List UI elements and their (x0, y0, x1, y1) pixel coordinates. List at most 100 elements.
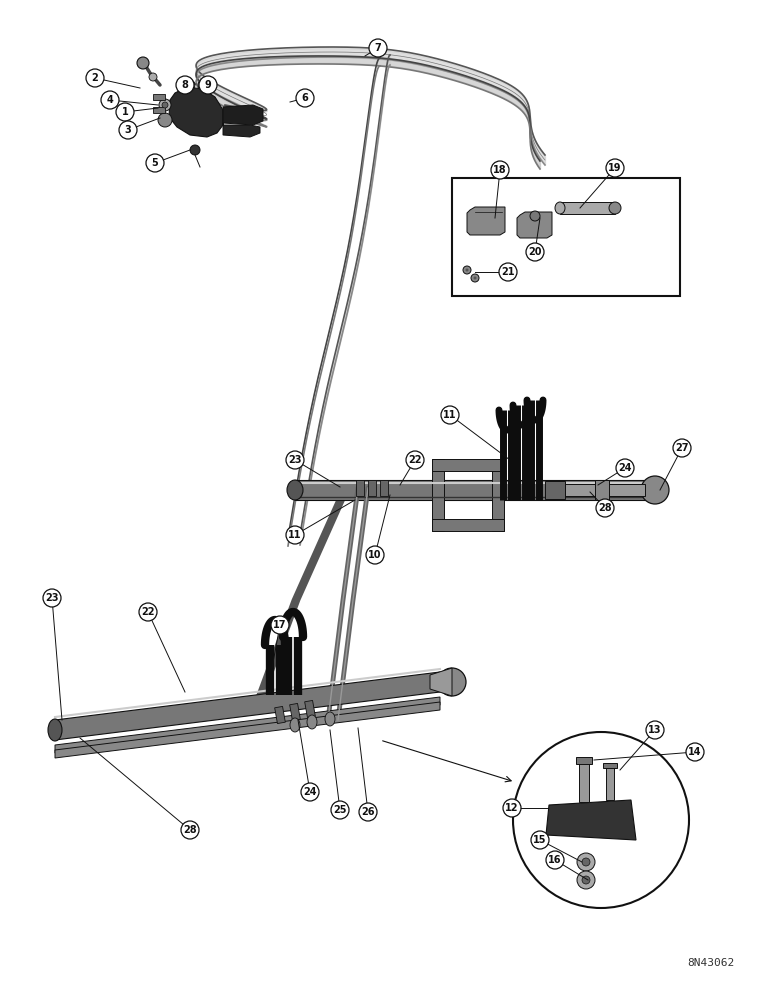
Circle shape (491, 161, 509, 179)
Bar (560, 202, 615, 214)
Ellipse shape (290, 718, 300, 732)
Text: 12: 12 (505, 803, 519, 813)
Bar (432, 459, 504, 471)
Bar (356, 480, 364, 496)
Text: 10: 10 (368, 550, 381, 560)
Circle shape (162, 102, 168, 108)
Text: 23: 23 (288, 455, 302, 465)
Text: 15: 15 (533, 835, 547, 845)
Circle shape (466, 268, 469, 271)
Text: 19: 19 (608, 163, 621, 173)
Text: 16: 16 (548, 855, 562, 865)
Text: 4: 4 (107, 95, 113, 105)
Bar (603, 763, 617, 768)
Text: 26: 26 (361, 807, 374, 817)
Bar (305, 700, 315, 718)
Bar (275, 706, 286, 724)
Circle shape (673, 439, 691, 457)
Text: 24: 24 (618, 463, 631, 473)
Circle shape (473, 276, 476, 279)
Polygon shape (467, 207, 505, 235)
Text: 24: 24 (303, 787, 317, 797)
Text: 21: 21 (501, 267, 515, 277)
Bar (565, 484, 645, 496)
Circle shape (499, 263, 517, 281)
Text: 9: 9 (205, 80, 212, 90)
Bar (432, 519, 504, 531)
Ellipse shape (555, 202, 565, 214)
Circle shape (149, 73, 157, 81)
Circle shape (577, 871, 595, 889)
Bar (153, 107, 165, 113)
Circle shape (596, 499, 614, 517)
Circle shape (441, 406, 459, 424)
Text: 22: 22 (408, 455, 422, 465)
Bar (492, 459, 504, 531)
Circle shape (190, 145, 200, 155)
Polygon shape (169, 87, 223, 137)
Circle shape (606, 159, 624, 177)
Circle shape (503, 799, 521, 817)
Circle shape (146, 154, 164, 172)
Circle shape (286, 526, 304, 544)
Text: 17: 17 (273, 620, 286, 630)
Bar (606, 765, 614, 800)
Polygon shape (546, 800, 636, 840)
Circle shape (463, 266, 471, 274)
Circle shape (616, 459, 634, 477)
Polygon shape (517, 212, 552, 238)
Bar (595, 480, 609, 500)
Circle shape (546, 851, 564, 869)
Circle shape (286, 451, 304, 469)
Polygon shape (430, 668, 452, 696)
Circle shape (641, 476, 669, 504)
Ellipse shape (287, 480, 303, 500)
Text: 20: 20 (528, 247, 542, 257)
Text: 11: 11 (288, 530, 302, 540)
Circle shape (366, 546, 384, 564)
Bar (380, 480, 388, 496)
Text: 14: 14 (689, 747, 702, 757)
Text: 3: 3 (124, 125, 131, 135)
Circle shape (331, 801, 349, 819)
Ellipse shape (325, 712, 335, 726)
Circle shape (101, 91, 119, 109)
Polygon shape (55, 697, 440, 753)
Bar (545, 481, 565, 499)
Polygon shape (223, 105, 263, 125)
Circle shape (526, 243, 544, 261)
Circle shape (686, 743, 704, 761)
Text: 28: 28 (183, 825, 197, 835)
Circle shape (158, 113, 172, 127)
Circle shape (582, 858, 590, 866)
Circle shape (438, 668, 466, 696)
Polygon shape (55, 672, 440, 740)
Polygon shape (223, 123, 260, 137)
Bar (452, 178, 680, 296)
Text: 1: 1 (122, 107, 128, 117)
Circle shape (471, 274, 479, 282)
Circle shape (406, 451, 424, 469)
Ellipse shape (307, 715, 317, 729)
Circle shape (159, 99, 171, 111)
Circle shape (301, 783, 319, 801)
Circle shape (530, 211, 540, 221)
Text: 18: 18 (493, 165, 506, 175)
Bar (295, 480, 645, 500)
Circle shape (296, 89, 314, 107)
Circle shape (198, 80, 208, 90)
Circle shape (199, 76, 217, 94)
Bar (368, 480, 376, 496)
Circle shape (176, 76, 194, 94)
Text: 25: 25 (334, 805, 347, 815)
Circle shape (185, 80, 195, 90)
Text: 23: 23 (46, 593, 59, 603)
Circle shape (513, 732, 689, 908)
Circle shape (43, 589, 61, 607)
Bar (579, 760, 589, 802)
Text: 22: 22 (141, 607, 154, 617)
Text: 11: 11 (443, 410, 457, 420)
Circle shape (646, 721, 664, 739)
Bar (153, 94, 165, 100)
Circle shape (271, 616, 289, 634)
